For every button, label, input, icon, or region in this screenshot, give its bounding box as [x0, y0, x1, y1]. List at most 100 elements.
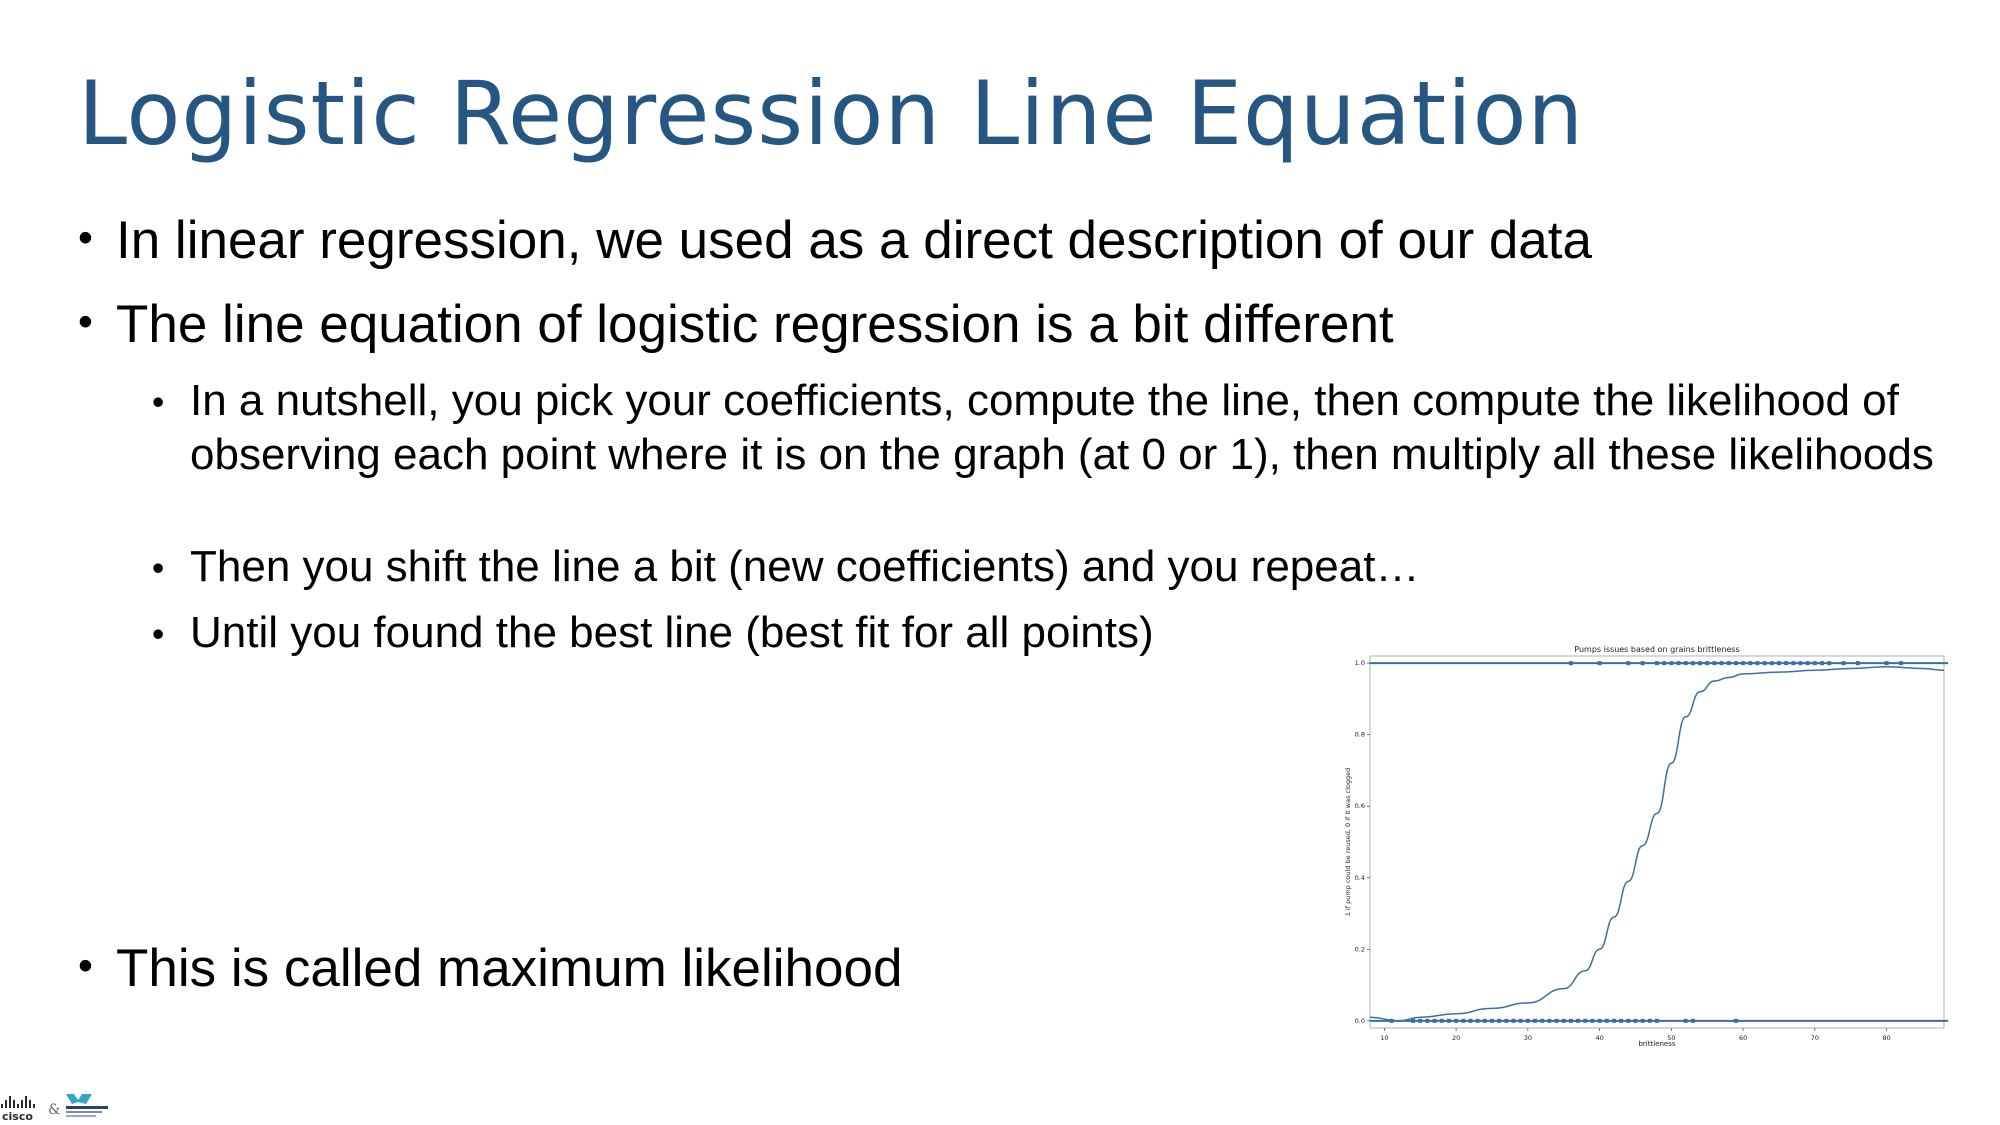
scatter-point	[1655, 1018, 1659, 1023]
scatter-point	[1554, 1018, 1559, 1023]
bullet-text: The line equation of logistic regression…	[116, 295, 1394, 354]
scatter-point	[1690, 1018, 1695, 1023]
scatter-point	[1504, 1018, 1509, 1023]
scatter-point	[1497, 1018, 1502, 1023]
bullet-text: In linear regression, we used as a direc…	[116, 211, 1592, 270]
plot-frame	[1369, 655, 1945, 1029]
scatter-point	[1798, 661, 1803, 666]
sub-bullet-item: In a nutshell, you pick your coefficient…	[152, 374, 1982, 482]
scatter-point	[1439, 1018, 1444, 1023]
scatter-point	[1561, 1018, 1566, 1023]
scatter-point	[1884, 661, 1889, 666]
scatter-point	[1748, 661, 1753, 666]
y-tick-label: 1.0	[1355, 659, 1365, 667]
sub-bullet-item: Then you shift the line a bit (new coeff…	[152, 540, 1982, 596]
scatter-point	[1454, 1018, 1459, 1023]
bullet-text: This is called maximum likelihood	[116, 939, 903, 998]
scatter-point	[1769, 661, 1774, 666]
x-tick-label: 20	[1452, 1034, 1460, 1042]
scatter-point	[1698, 661, 1703, 666]
scatter-point	[1525, 1018, 1530, 1023]
svg-text:&: &	[48, 1102, 60, 1118]
scatter-point	[1726, 661, 1731, 666]
x-tick-label: 50	[1667, 1034, 1675, 1042]
scatter-point	[1898, 661, 1903, 666]
scatter-point	[1640, 661, 1645, 666]
chart-title: Pumps issues based on grains brittleness	[1574, 645, 1739, 654]
logistic-chart: Pumps issues based on grains brittleness…	[1336, 642, 1956, 1052]
scatter-point	[1568, 1018, 1573, 1023]
scatter-point	[1733, 1018, 1738, 1023]
scatter-point	[1820, 661, 1825, 666]
scatter-point	[1411, 1018, 1416, 1023]
x-tick-label: 10	[1380, 1034, 1388, 1042]
sub-bullet-text: Until you found the best line (best fit …	[190, 608, 1154, 657]
scatter-point	[1712, 661, 1717, 666]
bullet-item: The line equation of logistic regression…	[78, 294, 1394, 355]
sub-bullet-item: Until you found the best line (best fit …	[152, 606, 1982, 662]
scatter-point	[1633, 1018, 1638, 1023]
sub-bullet-text: Then you shift the line a bit (new coeff…	[190, 542, 1420, 591]
scatter-point	[1669, 661, 1674, 666]
scatter-point	[1683, 1018, 1688, 1023]
scatter-point	[1755, 661, 1760, 666]
scatter-point	[1597, 661, 1602, 666]
scatter-point	[1841, 661, 1846, 666]
scatter-point	[1719, 661, 1724, 666]
scatter-point	[1619, 1018, 1624, 1023]
scatter-point	[1576, 1018, 1581, 1023]
scatter-point	[1705, 661, 1710, 666]
y-tick-label: 0.0	[1355, 1017, 1365, 1025]
scatter-point	[1489, 1018, 1494, 1023]
y-tick-label: 0.2	[1355, 945, 1365, 953]
scatter-point	[1547, 1018, 1552, 1023]
scatter-point	[1432, 1018, 1437, 1023]
scatter-point	[1640, 1018, 1645, 1023]
scatter-point	[1647, 1018, 1652, 1023]
chart-svg: Pumps issues based on grains brittleness…	[1344, 645, 1948, 1048]
scatter-point	[1676, 661, 1681, 666]
scatter-point	[1690, 661, 1695, 666]
scatter-point	[1597, 1018, 1602, 1023]
scatter-point	[1683, 661, 1688, 666]
logistic-curve	[1369, 665, 1945, 1022]
scatter-point	[1446, 1018, 1451, 1023]
cisco-logo: cisco &	[1, 1094, 108, 1123]
chart-marks: 10 20 30 40 50 60 70 80 0.0 0.2 0.4 0.6 0.8 1.0	[1355, 659, 1948, 1042]
slide-title: Logistic Regression Line Equation	[78, 62, 1585, 165]
x-tick-label: 30	[1524, 1034, 1532, 1042]
x-tick-label: 60	[1739, 1034, 1747, 1042]
scatter-point	[1604, 1018, 1609, 1023]
scatter-point	[1776, 661, 1781, 666]
scatter-point	[1855, 661, 1860, 666]
scatter-point	[1733, 661, 1738, 666]
scatter-point	[1626, 1018, 1631, 1023]
scatter-point	[1741, 661, 1746, 666]
scatter-point	[1626, 661, 1631, 666]
scatter-point	[1590, 1018, 1595, 1023]
x-tick-label: 70	[1811, 1034, 1819, 1042]
scatter-point	[1805, 661, 1810, 666]
scatter-point	[1518, 1018, 1523, 1023]
bullet-item: In linear regression, we used as a direc…	[78, 210, 1592, 271]
scatter-point	[1791, 661, 1796, 666]
bullet-item: This is called maximum likelihood	[78, 938, 902, 999]
scatter-point	[1812, 661, 1817, 666]
scatter-point	[1583, 1018, 1588, 1023]
x-tick-label: 40	[1595, 1034, 1603, 1042]
scatter-point	[1655, 661, 1659, 666]
sub-bullet-text: In a nutshell, you pick your coefficient…	[190, 376, 1934, 479]
y-tick-label: 0.4	[1355, 874, 1365, 882]
cisco-logo-text: cisco	[2, 1110, 33, 1123]
scatter-point	[1461, 1018, 1466, 1023]
scatter-point	[1468, 1018, 1473, 1023]
scatter-point	[1511, 1018, 1516, 1023]
scatter-point	[1540, 1018, 1545, 1023]
scatter-point	[1662, 661, 1667, 666]
scatter-point	[1482, 1018, 1487, 1023]
scatter-point	[1425, 1018, 1430, 1023]
scatter-point	[1533, 1018, 1538, 1023]
scatter-point	[1827, 661, 1832, 666]
scatter-point	[1611, 1018, 1616, 1023]
scatter-point	[1568, 661, 1573, 666]
